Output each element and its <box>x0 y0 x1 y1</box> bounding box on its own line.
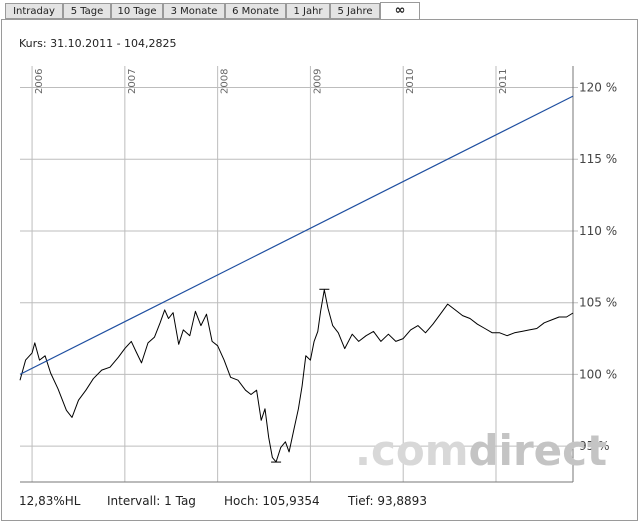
footer-interval: Intervall: 1 Tag <box>107 494 196 508</box>
footer-high: Hoch: 105,9354 <box>224 494 320 508</box>
y-tick-label: 115 % <box>579 152 617 166</box>
watermark-prefix: .com <box>355 426 468 475</box>
x-tick-label: 2007 <box>127 69 138 94</box>
chart-panel <box>1 19 638 521</box>
y-tick-label: 120 % <box>579 81 617 95</box>
comdirect-watermark: .comdirect <box>355 426 607 475</box>
y-tick-label: 110 % <box>579 224 617 238</box>
y-tick-label: 100 % <box>579 367 617 381</box>
tab-10-tage[interactable]: 10 Tage <box>111 3 163 19</box>
footer-hl: 12,83%HL <box>19 494 81 508</box>
tab-6-monate[interactable]: 6 Monate <box>225 3 286 19</box>
tab-3-monate[interactable]: 3 Monate <box>163 3 225 19</box>
x-tick-label: 2006 <box>34 69 45 94</box>
y-tick-label: 105 % <box>579 296 617 310</box>
tab-1-jahr[interactable]: 1 Jahr <box>286 3 330 19</box>
time-range-tabs: Intraday 5 Tage 10 Tage 3 Monate 6 Monate 1 J… <box>0 0 641 21</box>
tab-intraday[interactable]: Intraday <box>5 3 63 19</box>
x-tick-label: 2010 <box>405 69 416 94</box>
current-price-label: Kurs: 31.10.2011 - 104,2825 <box>19 37 177 50</box>
trend-line <box>19 95 574 375</box>
watermark-suffix: direct <box>468 426 607 475</box>
x-tick-label: 2011 <box>498 69 509 94</box>
footer-low: Tief: 93,8893 <box>348 494 427 508</box>
y-tick-label: 95 % <box>579 439 610 453</box>
x-tick-label: 2009 <box>312 69 323 94</box>
x-tick-label: 2008 <box>220 69 231 94</box>
tab-5-jahre[interactable]: 5 Jahre <box>330 3 380 19</box>
tab-5-tage[interactable]: 5 Tage <box>63 3 111 19</box>
price-line <box>19 289 574 463</box>
